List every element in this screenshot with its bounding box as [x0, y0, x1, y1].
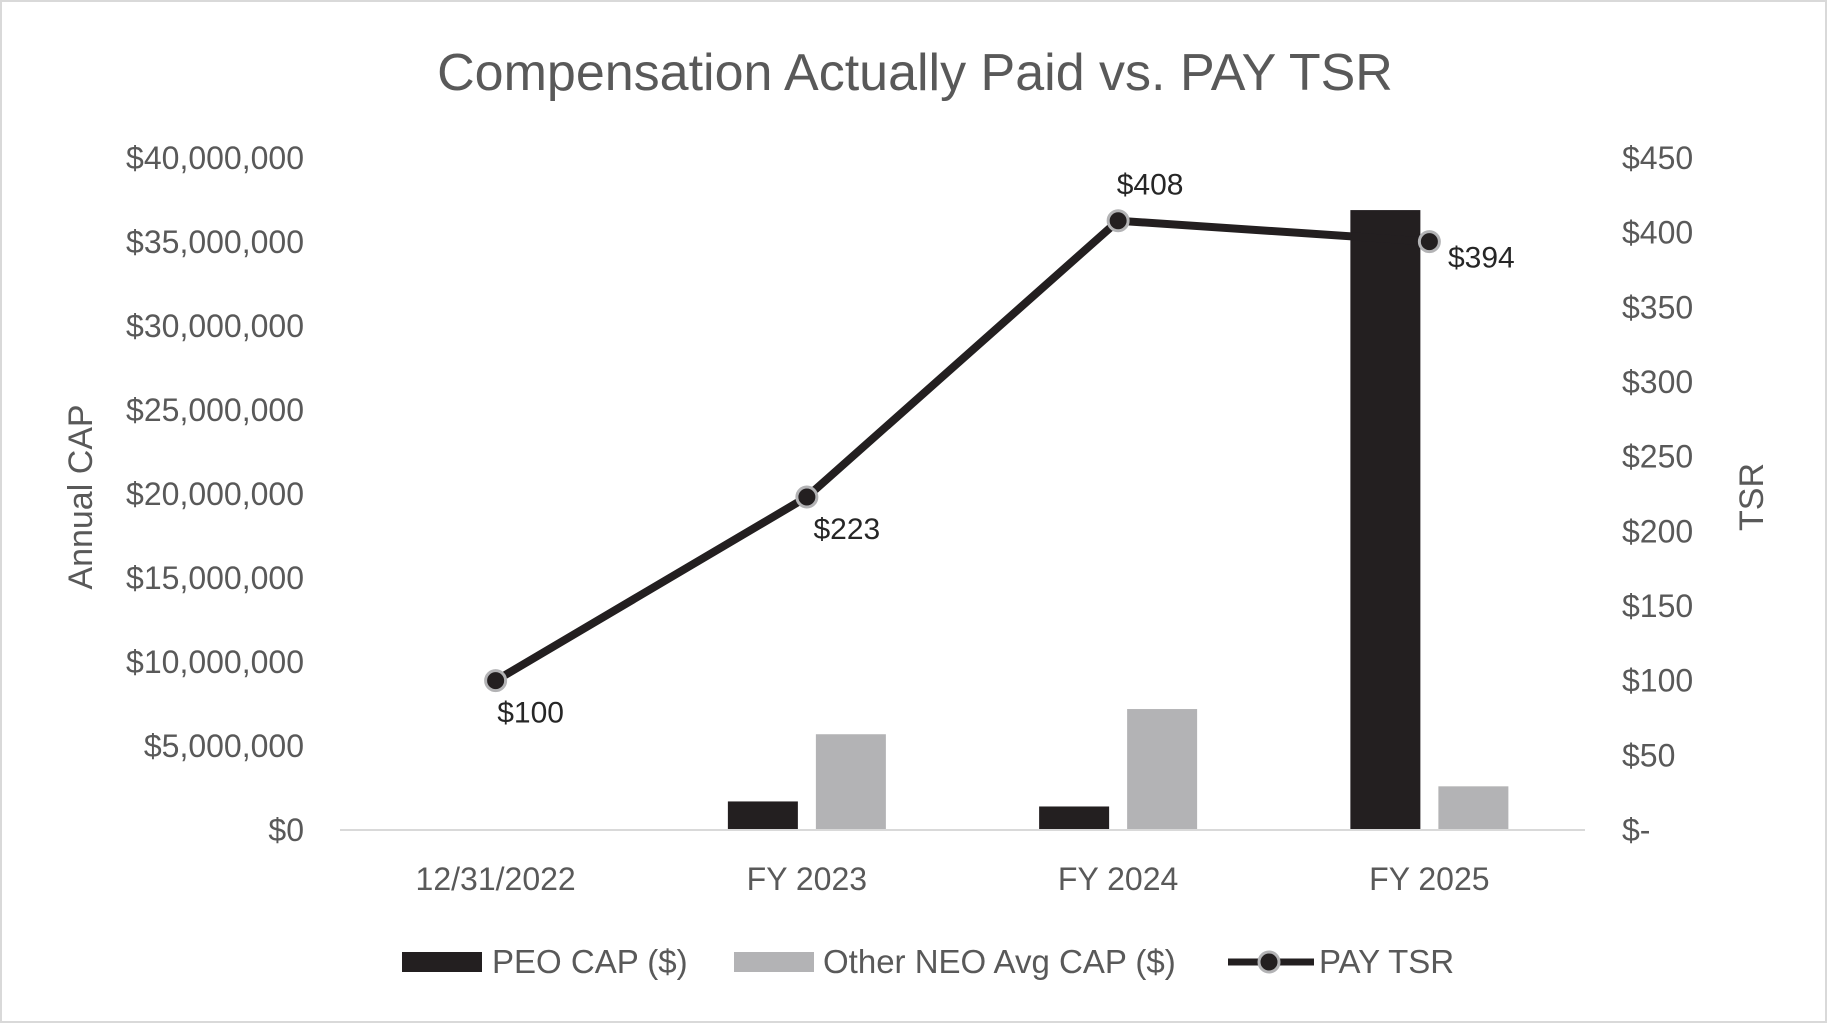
x-tick-label: 12/31/2022 [416, 861, 576, 897]
left-axis-title: Annual CAP [62, 404, 100, 589]
chart-title: Compensation Actually Paid vs. PAY TSR [437, 44, 1393, 102]
right-axis-title: TSR [1733, 463, 1771, 531]
right-tick-label: $200 [1622, 513, 1693, 549]
legend-tsr-marker [1257, 950, 1281, 974]
neo-avg-cap-bar [1127, 709, 1198, 830]
line-layer: $100 $223 $408 $394 [484, 169, 1515, 730]
left-tick-label: $0 [268, 812, 304, 848]
tsr-data-label: $408 [1117, 169, 1184, 202]
left-tick-label: $5,000,000 [144, 728, 304, 764]
legend-peo-label: PEO CAP ($) [492, 943, 688, 980]
right-tick-label: $350 [1622, 289, 1693, 325]
x-tick-label: FY 2023 [747, 861, 867, 897]
right-tick-label: $400 [1622, 215, 1693, 251]
neo-avg-cap-bar [1438, 786, 1509, 830]
left-axis-ticks: $0 $5,000,000 $10,000,000 $15,000,000 $20,00… [126, 140, 304, 848]
legend-neo-label: Other NEO Avg CAP ($) [823, 943, 1176, 980]
x-axis-labels: 12/31/2022 FY 2023 FY 2024 FY 2025 [416, 861, 1490, 897]
tsr-data-label: $394 [1448, 242, 1515, 275]
left-tick-label: $10,000,000 [126, 644, 304, 680]
right-tick-label: $300 [1622, 364, 1693, 400]
right-tick-label: $50 [1622, 737, 1675, 773]
right-tick-label: $250 [1622, 439, 1693, 475]
peo-cap-bar [727, 801, 798, 830]
peo-cap-bar [1039, 806, 1110, 830]
legend-tsr-label: PAY TSR [1319, 943, 1454, 980]
tsr-point [795, 485, 819, 509]
left-tick-label: $25,000,000 [126, 392, 304, 428]
legend-neo-swatch [734, 952, 814, 972]
right-axis-ticks: $- $50 $100 $150 $200 $250 $300 $350 $400 $450 [1622, 140, 1693, 848]
tsr-line [493, 216, 1430, 685]
legend-peo-swatch [402, 952, 482, 972]
tsr-point [1106, 209, 1130, 233]
right-tick-label: $150 [1622, 588, 1693, 624]
tsr-point [1417, 230, 1441, 254]
right-tick-label: $100 [1622, 663, 1693, 699]
left-tick-label: $30,000,000 [126, 308, 304, 344]
peo-cap-bar [1350, 210, 1421, 830]
tsr-data-label: $100 [497, 697, 564, 730]
legend: PEO CAP ($) Other NEO Avg CAP ($) PAY TS… [402, 943, 1454, 980]
left-tick-label: $35,000,000 [126, 224, 304, 260]
right-tick-label: $450 [1622, 140, 1693, 176]
tsr-data-label: $223 [814, 513, 881, 546]
left-tick-label: $20,000,000 [126, 476, 304, 512]
neo-avg-cap-bar [815, 734, 886, 830]
left-tick-label: $15,000,000 [126, 560, 304, 596]
x-tick-label: FY 2025 [1369, 861, 1489, 897]
left-tick-label: $40,000,000 [126, 140, 304, 176]
x-tick-label: FY 2024 [1058, 861, 1178, 897]
bars-layer [727, 210, 1509, 830]
right-tick-label: $- [1622, 812, 1650, 848]
tsr-point [484, 669, 508, 693]
